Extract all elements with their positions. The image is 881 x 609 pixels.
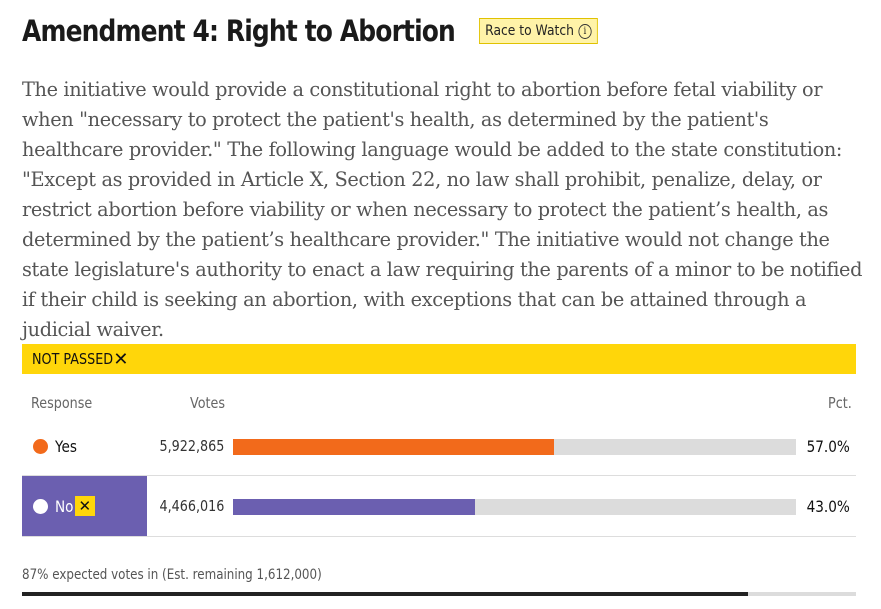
no-color-dot: [33, 498, 48, 514]
yes-color-dot: [33, 439, 48, 454]
check-x-icon: ✕: [74, 496, 95, 516]
column-header-response: Response: [31, 394, 93, 412]
amendment-description: The initiative would provide a constitut…: [22, 78, 863, 341]
vote-count: 4,466,016: [159, 497, 224, 515]
page-title: Amendment 4: Right to Abortion: [22, 14, 456, 48]
title-row: Amendment 4: Right to Abortion Race to W…: [22, 14, 614, 48]
column-header-votes: Votes: [190, 394, 226, 412]
vote-bar-fill: [233, 439, 554, 455]
expected-votes-text: 87% expected votes in (Est. remaining 1,…: [22, 567, 322, 583]
race-to-watch-badge[interactable]: Race to Watch i: [479, 18, 599, 44]
vote-count: 5,922,865: [159, 437, 224, 455]
status-label: NOT PASSED: [32, 350, 114, 368]
badge-label: Race to Watch: [485, 23, 575, 39]
result-row-yes: Yes 5,922,865 57.0%: [22, 418, 856, 476]
expected-votes-progress-fill: [22, 592, 748, 596]
response-cell-winner: No ✕: [22, 476, 147, 536]
status-banner: NOT PASSED ✕: [22, 344, 856, 374]
vote-bar-track: [233, 499, 796, 515]
response-cell: Yes: [22, 418, 147, 475]
result-row-no: No ✕ 4,466,016 43.0%: [22, 476, 856, 537]
info-icon[interactable]: i: [578, 23, 592, 39]
column-header-pct: Pct.: [828, 394, 852, 412]
vote-bar-fill: [233, 499, 476, 515]
vote-percent: 43.0%: [806, 497, 850, 516]
response-label: Yes: [55, 437, 77, 456]
expected-votes-progress: [22, 592, 856, 596]
response-label: No: [55, 496, 74, 516]
vote-percent: 57.0%: [806, 437, 850, 456]
close-icon: ✕: [113, 348, 129, 370]
vote-bar-track: [233, 439, 796, 455]
